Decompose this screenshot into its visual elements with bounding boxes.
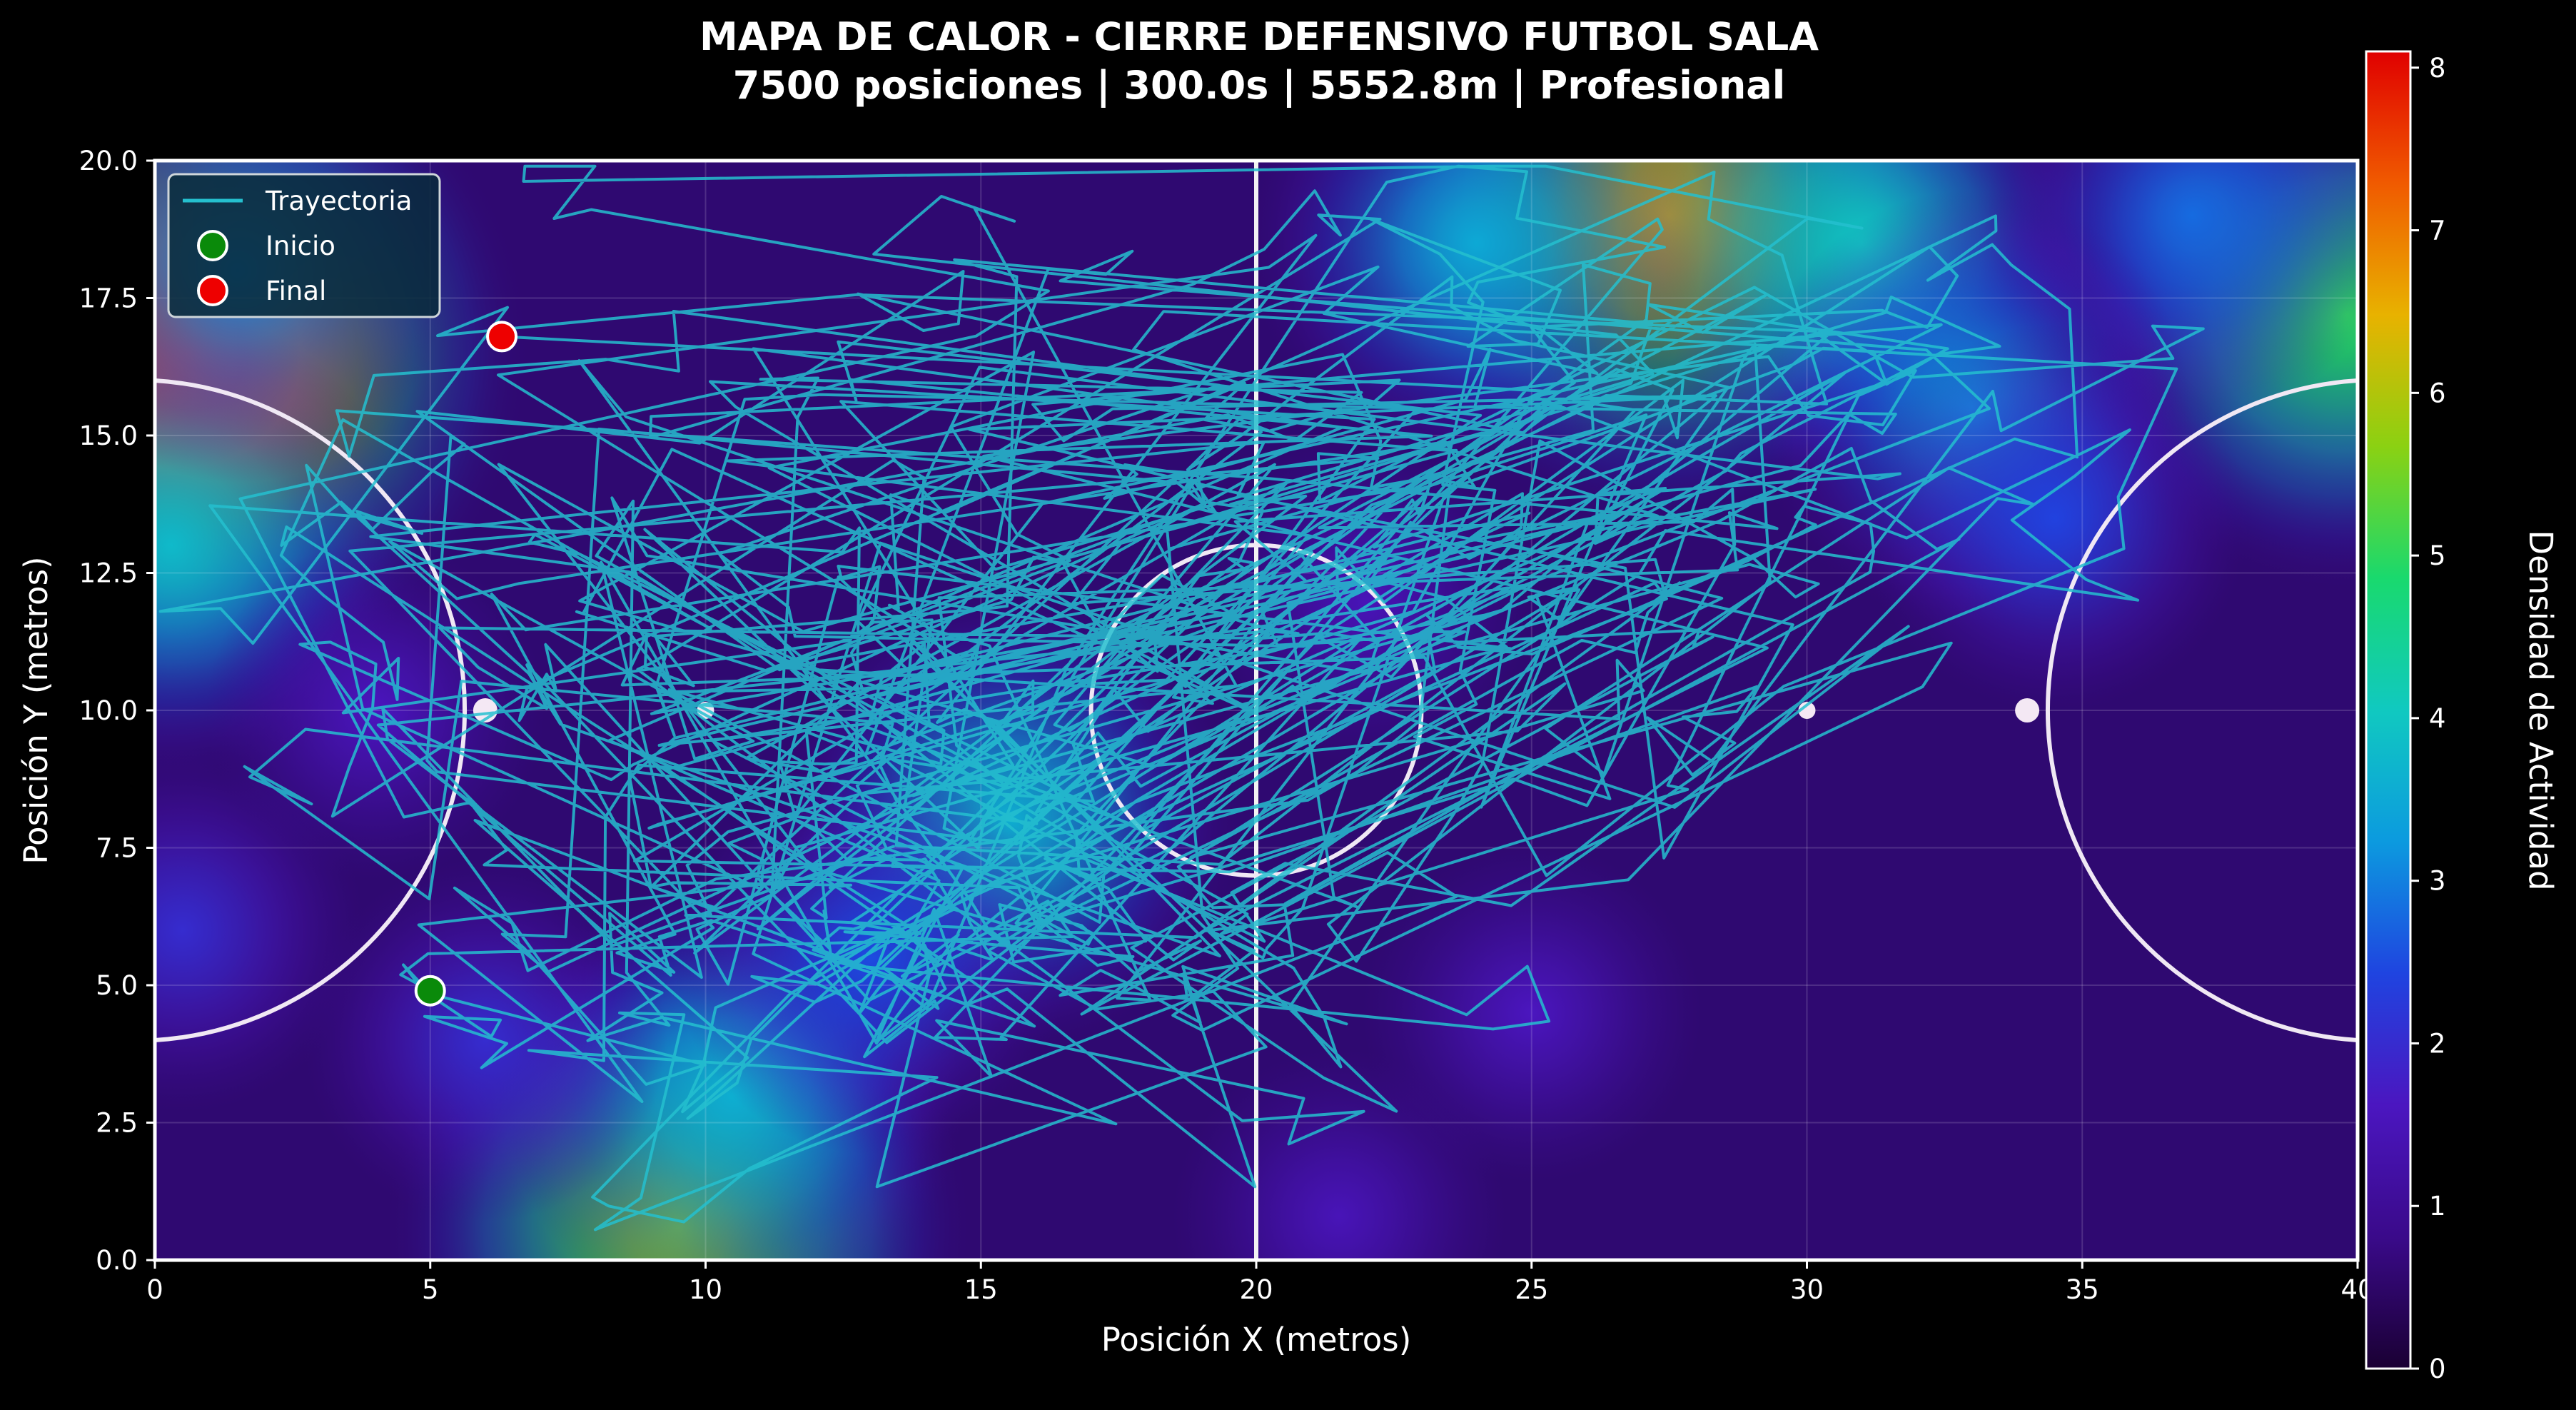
trajectory-line bbox=[158, 164, 2205, 1232]
legend-label: Final bbox=[266, 276, 326, 306]
x-tick-label: 0 bbox=[146, 1274, 163, 1305]
y-axis-ticks: 0.0 2.5 5.0 7.5 10.0 12.5 15.0 17.5 20.0 bbox=[79, 146, 155, 1276]
legend-label: Inicio bbox=[266, 231, 335, 261]
legend: Trayectoria Inicio Final bbox=[167, 173, 441, 318]
x-tick-label: 10 bbox=[689, 1274, 722, 1305]
x-axis-label: Posición X (metros) bbox=[1101, 1321, 1412, 1359]
marker-layer bbox=[414, 321, 518, 1007]
colorbar-tick-label: 3 bbox=[2429, 866, 2446, 897]
colorbar-tick-label: 5 bbox=[2429, 540, 2446, 571]
x-tick-label: 5 bbox=[422, 1274, 439, 1305]
penalty-spot bbox=[1798, 702, 1816, 719]
colorbar-tick-label: 2 bbox=[2429, 1028, 2446, 1059]
court-markings bbox=[154, 161, 2358, 1260]
colorbar-tick-label: 7 bbox=[2429, 216, 2446, 246]
start-marker bbox=[414, 975, 446, 1007]
x-tick-label: 30 bbox=[1790, 1274, 1824, 1305]
y-tick-label: 15.0 bbox=[79, 421, 138, 451]
colorbar-tick-label: 1 bbox=[2429, 1191, 2446, 1222]
legend-label: Trayectoria bbox=[265, 186, 412, 216]
x-tick-label: 20 bbox=[1239, 1274, 1273, 1305]
end-marker bbox=[486, 321, 518, 353]
trajectory-layer bbox=[158, 164, 2205, 1232]
penalty-spot bbox=[2015, 698, 2040, 722]
y-tick-label: 7.5 bbox=[96, 833, 138, 864]
y-tick-label: 0.0 bbox=[96, 1245, 138, 1276]
colorbar: 0 1 2 3 4 5 6 7 8 Densidad de Actividad bbox=[2365, 50, 2560, 1384]
colorbar-tick-label: 0 bbox=[2429, 1354, 2446, 1384]
y-tick-label: 12.5 bbox=[79, 558, 138, 589]
x-tick-label: 25 bbox=[1515, 1274, 1548, 1305]
colorbar-tick-label: 4 bbox=[2429, 703, 2446, 734]
colorbar-label: Densidad de Actividad bbox=[2522, 530, 2560, 890]
penalty-area-right bbox=[2045, 378, 2358, 1042]
legend-box bbox=[167, 173, 441, 318]
y-tick-label: 10.0 bbox=[79, 695, 138, 726]
y-tick-label: 2.5 bbox=[96, 1108, 138, 1139]
x-axis-ticks: 0 5 10 15 20 25 30 35 40 bbox=[146, 1260, 2375, 1305]
chart-title: MAPA DE CALOR - CIERRE DEFENSIVO FUTBOL … bbox=[699, 14, 1819, 59]
y-tick-label: 17.5 bbox=[79, 283, 138, 314]
y-tick-label: 5.0 bbox=[96, 970, 138, 1001]
y-axis-label: Posición Y (metros) bbox=[17, 556, 55, 864]
x-tick-label: 15 bbox=[964, 1274, 998, 1305]
legend-marker-icon bbox=[197, 230, 228, 261]
chart-subtitle: 7500 posiciones | 300.0s | 5552.8m | Pro… bbox=[733, 63, 1785, 108]
x-tick-label: 35 bbox=[2066, 1274, 2099, 1305]
penalty-area-left bbox=[154, 378, 468, 1042]
colorbar-ticks: 0 1 2 3 4 5 6 7 8 bbox=[2410, 53, 2446, 1384]
legend-marker-icon bbox=[197, 275, 228, 306]
colorbar-tick-label: 6 bbox=[2429, 378, 2446, 408]
y-tick-label: 20.0 bbox=[79, 146, 138, 176]
colorbar-gradient bbox=[2365, 50, 2412, 1370]
colorbar-tick-label: 8 bbox=[2429, 53, 2446, 84]
